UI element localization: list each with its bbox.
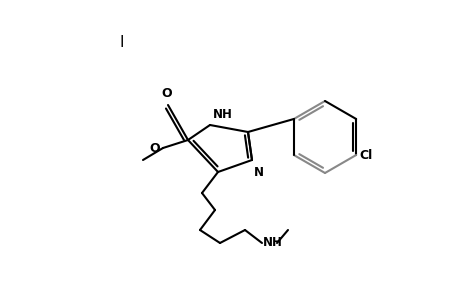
Text: O: O — [161, 87, 172, 100]
Text: NH: NH — [263, 236, 282, 250]
Text: O: O — [149, 142, 160, 154]
Text: I: I — [119, 34, 124, 50]
Text: N: N — [253, 166, 263, 179]
Text: Cl: Cl — [358, 148, 372, 161]
Text: NH: NH — [213, 108, 232, 121]
